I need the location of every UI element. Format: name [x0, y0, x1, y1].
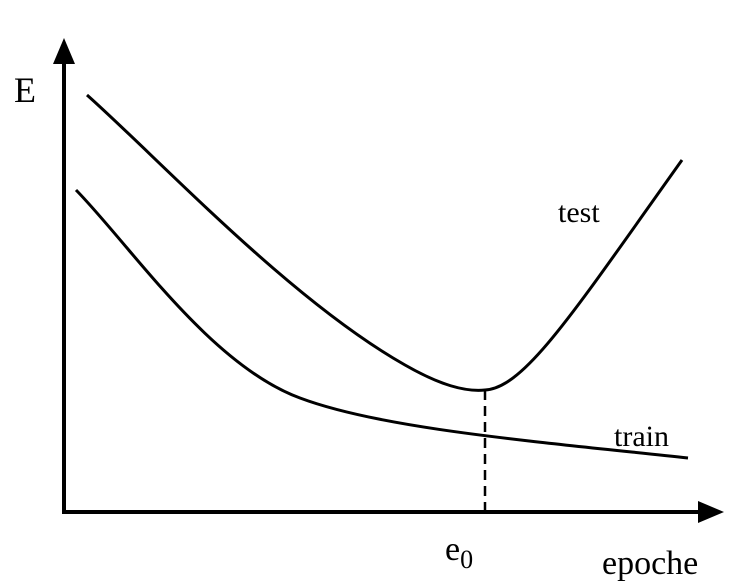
x-axis-arrow: [698, 501, 724, 523]
marker-label: e0: [445, 531, 473, 574]
series-train-label: train: [614, 420, 669, 453]
x-axis-label: epoche: [602, 545, 698, 582]
series-test-line: [86, 93, 684, 392]
y-axis-label: E: [14, 70, 36, 110]
y-axis-arrow: [53, 38, 75, 64]
series-test-label: test: [558, 196, 600, 229]
marker-label-sub: 0: [460, 545, 473, 574]
series-train-line: [74, 188, 689, 460]
marker-label-base: e: [445, 531, 460, 568]
